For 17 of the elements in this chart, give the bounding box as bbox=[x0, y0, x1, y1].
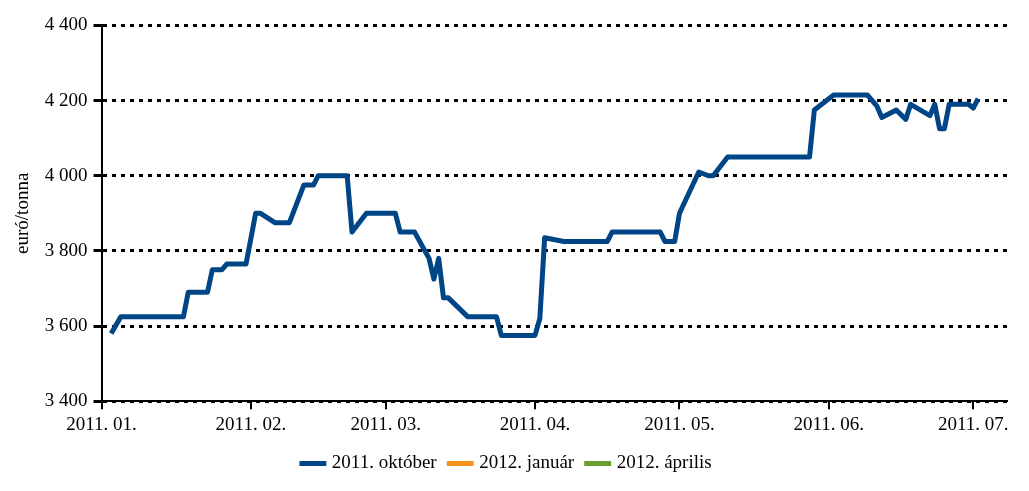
y-axis-title: euró/tonna bbox=[11, 172, 33, 254]
x-tick-label: 2011. 07. bbox=[938, 412, 1009, 434]
legend-label: 2012. április bbox=[616, 451, 712, 473]
x-tick-label: 2011. 06. bbox=[793, 412, 865, 434]
x-tick-label: 2011. 03. bbox=[350, 412, 421, 434]
y-tick-label: 3 600 bbox=[44, 314, 88, 336]
x-tick-label: 2011. 01. bbox=[66, 412, 137, 434]
legend-label: 2011. október bbox=[331, 451, 438, 473]
y-tick-label: 4 400 bbox=[44, 13, 88, 35]
y-tick-label: 3 400 bbox=[44, 389, 88, 411]
y-tick-label: 3 800 bbox=[44, 238, 88, 260]
x-tick-label: 2011. 05. bbox=[644, 412, 715, 434]
x-tick-label: 2011. 04. bbox=[499, 412, 571, 434]
y-tick-label: 4 200 bbox=[44, 88, 88, 110]
y-tick-label: 4 000 bbox=[44, 163, 88, 185]
x-tick-label: 2011. 02. bbox=[215, 412, 287, 434]
legend-label: 2012. január bbox=[479, 451, 575, 473]
